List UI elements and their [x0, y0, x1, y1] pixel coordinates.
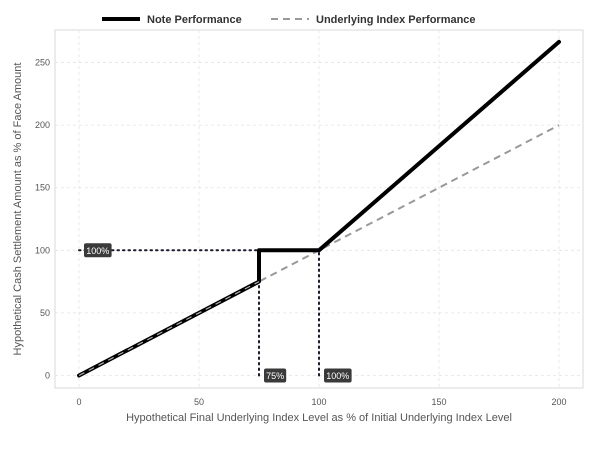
axis-ticks: 0 50 100 150 200 0 50 100 150 200 250: [35, 58, 567, 407]
plot-panel: [54, 29, 584, 389]
series-layer: [77, 39, 561, 378]
y-tick-label: 100: [35, 245, 50, 255]
y-tick-label: 0: [45, 370, 50, 380]
annotations: 100% 75% 100%: [84, 243, 352, 383]
legend-label-note-performance: Note Performance: [147, 14, 242, 26]
y-tick-label: 150: [35, 183, 50, 193]
legend-label-underlying-index-performance: Underlying Index Performance: [316, 14, 476, 26]
x-tick-label: 100: [311, 397, 326, 407]
x-tick-label: 150: [431, 397, 446, 407]
series-overlap-underlying-index-performance: [78, 281, 260, 377]
x-tick-label: 50: [194, 397, 204, 407]
annotation-text: 100%: [326, 371, 349, 381]
annotation-label: 100%: [84, 243, 112, 258]
annotation-text: 75%: [266, 371, 284, 381]
y-tick-label: 200: [35, 120, 50, 130]
annotation-box: [264, 368, 287, 383]
x-axis-title: Hypothetical Final Underlying Index Leve…: [126, 412, 512, 424]
annotation-label: 100%: [324, 368, 352, 383]
y-tick-label: 50: [40, 308, 50, 318]
annotation-label: 75%: [264, 368, 287, 383]
x-tick-label: 200: [551, 397, 566, 407]
legend: Note Performance Underlying Index Perfor…: [102, 14, 476, 26]
y-tick-label: 250: [35, 58, 50, 68]
annotation-box: [324, 368, 352, 383]
x-tick-label: 0: [76, 397, 81, 407]
annotation-text: 100%: [86, 246, 109, 256]
annotation-box: [84, 243, 112, 258]
y-axis-title: Hypothetical Cash Settlement Amount as %…: [12, 63, 24, 356]
